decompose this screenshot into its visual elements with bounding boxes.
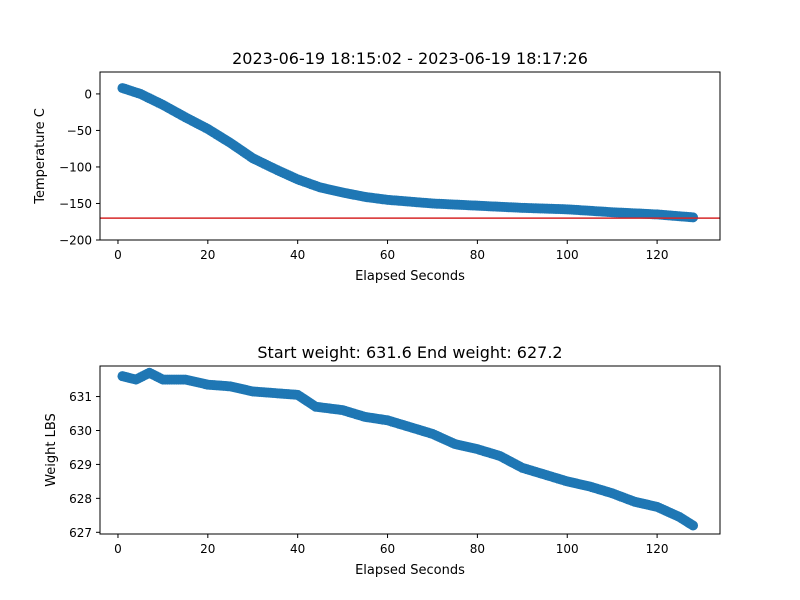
- temperature-x-tick-label: 0: [114, 248, 122, 262]
- temperature-x-ticks: 0 20 40 60 80 100 120: [114, 240, 669, 262]
- weight-x-tick-label: 60: [380, 542, 395, 556]
- temperature-x-tick-label: 80: [470, 248, 485, 262]
- temperature-x-tick-label: 100: [556, 248, 579, 262]
- temperature-series: [117, 83, 699, 223]
- weight-y-tick-label: 628: [69, 492, 92, 506]
- temperature-y-tick-label: −150: [59, 197, 92, 211]
- weight-x-tick-label: 40: [290, 542, 305, 556]
- temperature-x-tick-label: 20: [200, 248, 215, 262]
- weight-x-tick-label: 120: [646, 542, 669, 556]
- weight-y-axis-label: Weight LBS: [44, 413, 59, 487]
- weight-x-tick-label: 0: [114, 542, 122, 556]
- weight-y-ticks: 627 628 629 630 631: [69, 390, 100, 540]
- weight-y-tick-label: 630: [69, 424, 92, 438]
- weight-y-tick-label: 631: [69, 390, 92, 404]
- temperature-y-tick-label: −200: [59, 234, 92, 248]
- weight-series: [117, 367, 699, 531]
- weight-x-axis-label: Elapsed Seconds: [355, 563, 465, 578]
- weight-subplot: Start weight: 631.6 End weight: 627.2 0 2…: [44, 343, 721, 578]
- weight-plot-frame: [99, 365, 721, 535]
- weight-chart-title: Start weight: 631.6 End weight: 627.2: [257, 343, 562, 362]
- weight-x-tick-label: 80: [470, 542, 485, 556]
- temperature-y-tick-label: −100: [59, 160, 92, 174]
- temperature-x-axis-label: Elapsed Seconds: [355, 269, 465, 284]
- weight-x-ticks: 0 20 40 60 80 100 120: [114, 534, 669, 556]
- temperature-x-tick-label: 60: [380, 248, 395, 262]
- weight-y-tick-label: 629: [69, 458, 92, 472]
- temperature-y-tick-label: 0: [84, 87, 92, 101]
- temperature-y-tick-label: −50: [67, 124, 92, 138]
- temperature-y-ticks: 0 −50 −100 −150 −200: [59, 87, 100, 248]
- temperature-plot-frame: [99, 71, 721, 241]
- temperature-x-tick-label: 40: [290, 248, 305, 262]
- weight-x-tick-label: 100: [556, 542, 579, 556]
- temperature-subplot: 2023-06-19 18:15:02 - 2023-06-19 18:17:2…: [33, 49, 721, 284]
- temperature-chart-title: 2023-06-19 18:15:02 - 2023-06-19 18:17:2…: [232, 49, 588, 68]
- temperature-x-tick-label: 120: [646, 248, 669, 262]
- weight-x-tick-label: 20: [200, 542, 215, 556]
- weight-data-point: [688, 520, 699, 531]
- temperature-y-axis-label: Temperature C: [33, 108, 48, 205]
- weight-y-tick-label: 627: [69, 526, 92, 540]
